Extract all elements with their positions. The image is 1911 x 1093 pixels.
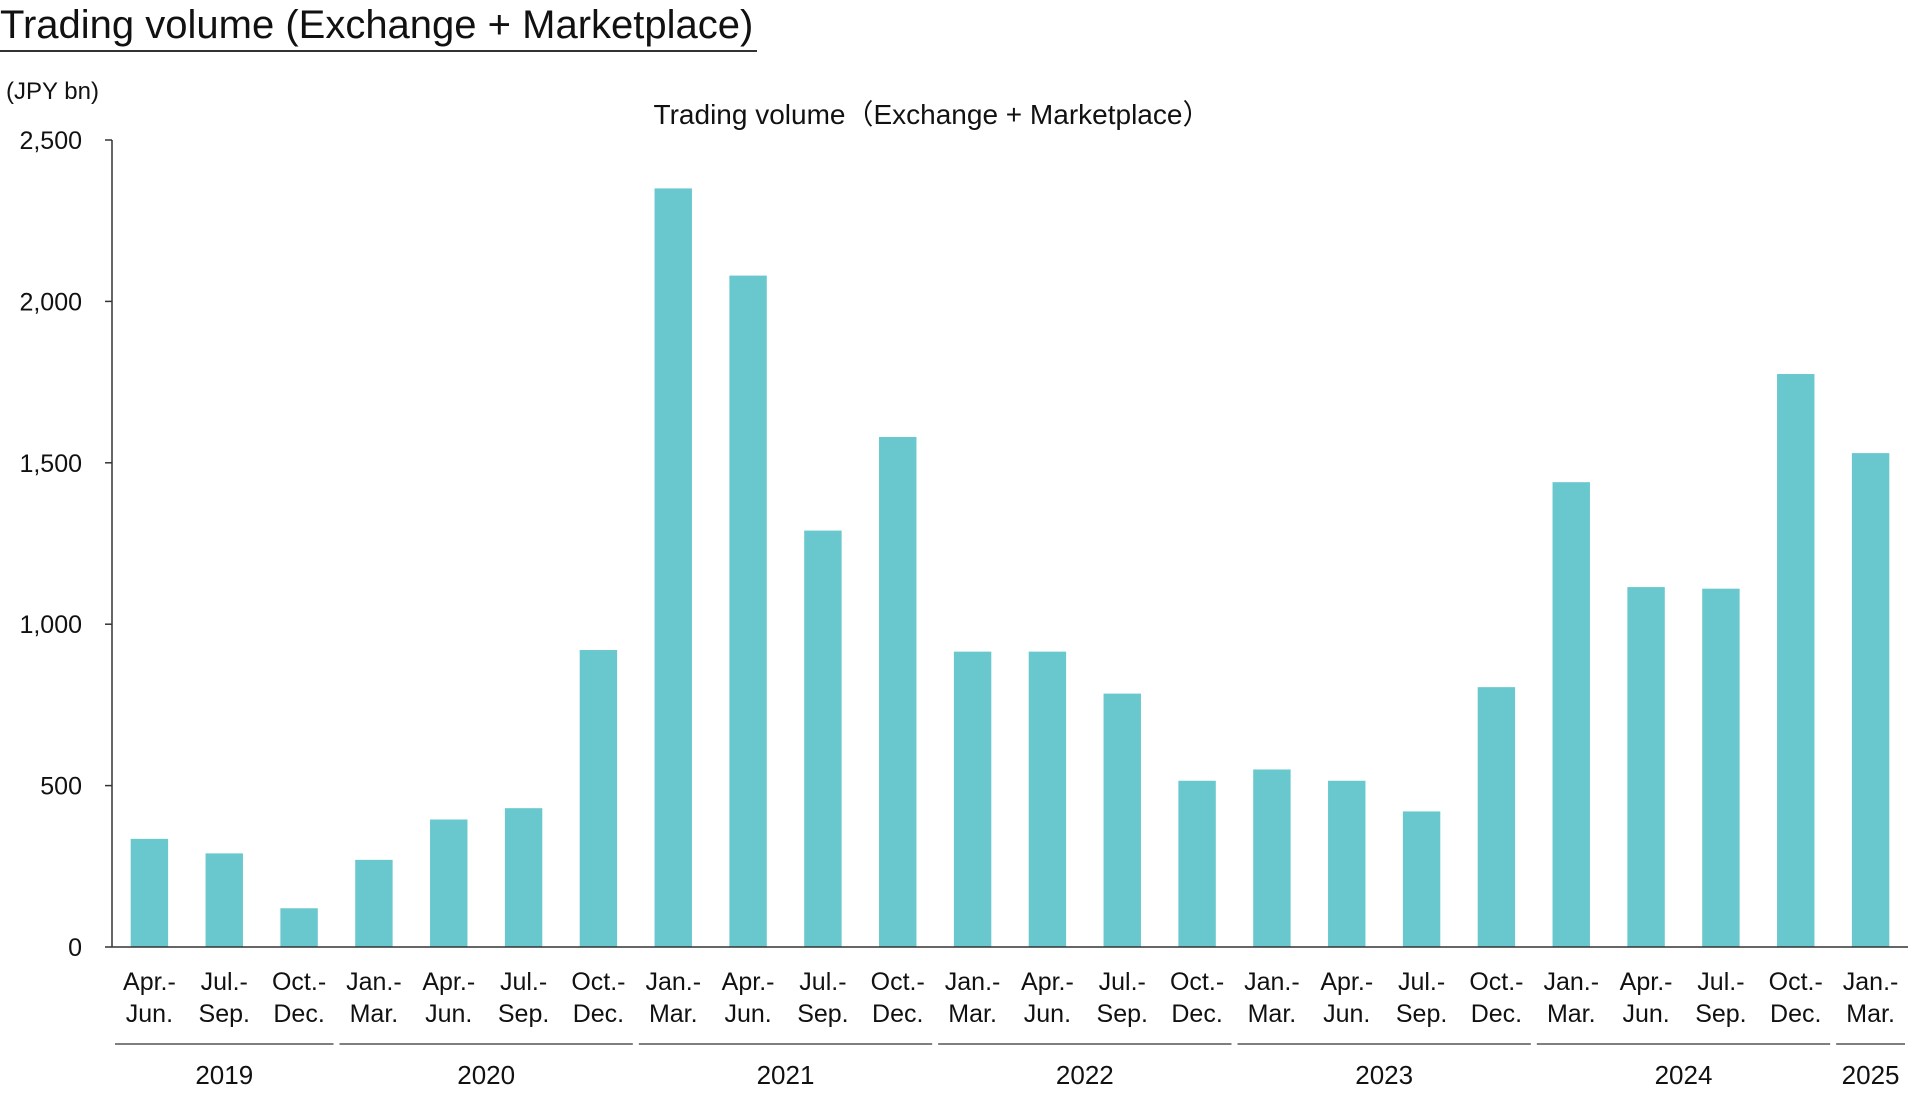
bar	[1702, 588, 1740, 947]
year-group-label: 2019	[195, 1060, 253, 1090]
x-tick-label: Mar.	[948, 1000, 997, 1028]
x-tick-label: Jun.	[1323, 1000, 1370, 1028]
x-tick-label: Oct.-	[1769, 968, 1823, 996]
x-tick-label: Apr.-	[722, 968, 775, 996]
x-tick-label: Dec.	[1770, 1000, 1821, 1028]
year-groups: 2019 2020 2021 2022 2023 2024 2025	[115, 1043, 1905, 1090]
x-tick-label: Jun.	[724, 1000, 771, 1028]
bar	[579, 650, 618, 947]
bar	[1178, 780, 1216, 947]
x-tick-label: Jul.-	[201, 968, 248, 996]
x-tick-label: Mar.	[649, 1000, 698, 1028]
bar	[205, 853, 243, 947]
y-tick-label: 2,000	[19, 288, 82, 316]
x-tick-label: Dec.	[1471, 1000, 1522, 1028]
bar	[953, 651, 992, 947]
x-tick-label: Sep.	[1396, 1000, 1447, 1028]
bar	[504, 808, 543, 947]
bar	[1552, 482, 1590, 947]
x-tick-label: Jan.-	[945, 968, 1001, 996]
year-group-label: 2025	[1842, 1060, 1900, 1090]
bar	[280, 908, 318, 947]
bar	[1328, 780, 1366, 947]
x-tick-label: Sep.	[199, 1000, 250, 1028]
x-tick-label: Dec.	[273, 1000, 324, 1028]
x-tick-label: Oct.-	[871, 968, 925, 996]
year-group-label: 2022	[1056, 1060, 1114, 1090]
page-title: Trading volume (Exchange + Marketplace)	[0, 0, 758, 52]
year-group-label: 2024	[1655, 1060, 1713, 1090]
x-axis: Apr.- Jun. Jul.- Sep. Oct.- Dec. Jan.- Mar. Apr.…	[112, 946, 1908, 1028]
x-tick-label: Jul.-	[500, 968, 547, 996]
bar	[879, 436, 917, 947]
x-tick-label: Jan.-	[1543, 968, 1599, 996]
y-axis: 0 500 1,000 1,500 2,000 2,500	[19, 127, 113, 962]
x-tick-label: Jun.	[1024, 1000, 1071, 1028]
x-tick-label: Dec.	[1171, 1000, 1222, 1028]
year-group-label: 2021	[757, 1060, 815, 1090]
x-tick-label: Apr.-	[123, 968, 176, 996]
x-tick-label: Jul.-	[1398, 968, 1445, 996]
y-tick-label: 1,500	[19, 450, 82, 478]
bar	[1028, 651, 1067, 947]
x-tick-label: Oct.-	[1170, 968, 1224, 996]
bars	[130, 188, 1890, 948]
x-tick-label: Jan.-	[1843, 968, 1899, 996]
x-tick-label: Jul.-	[799, 968, 846, 996]
year-group-label: 2023	[1355, 1060, 1413, 1090]
bar	[1103, 693, 1141, 947]
bar	[1477, 687, 1516, 947]
x-tick-label: Oct.-	[272, 968, 326, 996]
bar	[1402, 811, 1441, 947]
y-tick-label: 500	[40, 773, 82, 801]
x-tick-label: Apr.-	[1320, 968, 1373, 996]
year-group-label: 2020	[457, 1060, 515, 1090]
x-tick-label: Oct.-	[1469, 968, 1523, 996]
x-tick-label: Jan.-	[1244, 968, 1300, 996]
x-tick-label: Jun.	[425, 1000, 472, 1028]
x-tick-label: Apr.-	[1021, 968, 1074, 996]
x-tick-label: Sep.	[1695, 1000, 1746, 1028]
bar	[130, 838, 169, 947]
bar	[430, 819, 468, 947]
x-tick-label: Sep.	[498, 1000, 549, 1028]
x-tick-label: Sep.	[797, 1000, 848, 1028]
y-axis-unit-label: (JPY bn)	[6, 78, 99, 105]
y-tick-label: 0	[68, 934, 82, 962]
bar	[1253, 769, 1291, 947]
x-tick-label: Apr.-	[1620, 968, 1673, 996]
x-tick-label: Mar.	[1248, 1000, 1297, 1028]
y-tick-label: 2,500	[19, 127, 82, 155]
bar	[729, 275, 767, 947]
x-tick-label: Sep.	[1097, 1000, 1148, 1028]
x-tick-label: Jan.-	[645, 968, 701, 996]
bar	[1627, 587, 1665, 947]
x-tick-label: Mar.	[1846, 1000, 1895, 1028]
x-tick-label: Jun.	[1622, 1000, 1669, 1028]
bar	[654, 188, 692, 948]
chart-title: Trading volume（Exchange + Marketplace）	[654, 99, 1211, 130]
bar	[355, 859, 393, 947]
x-tick-label: Dec.	[573, 1000, 624, 1028]
x-tick-label: Mar.	[1547, 1000, 1596, 1028]
x-tick-label: Mar.	[350, 1000, 399, 1028]
y-tick-label: 1,000	[19, 611, 82, 639]
x-tick-label: Oct.-	[571, 968, 625, 996]
x-tick-label: Jan.-	[346, 968, 402, 996]
bar	[1851, 453, 1890, 947]
bar	[1777, 374, 1815, 947]
x-tick-label: Jul.-	[1099, 968, 1146, 996]
x-tick-label: Dec.	[872, 1000, 923, 1028]
x-tick-label: Jun.	[126, 1000, 173, 1028]
x-tick-label: Apr.-	[422, 968, 475, 996]
x-tick-label: Jul.-	[1697, 968, 1744, 996]
bar	[804, 530, 842, 947]
